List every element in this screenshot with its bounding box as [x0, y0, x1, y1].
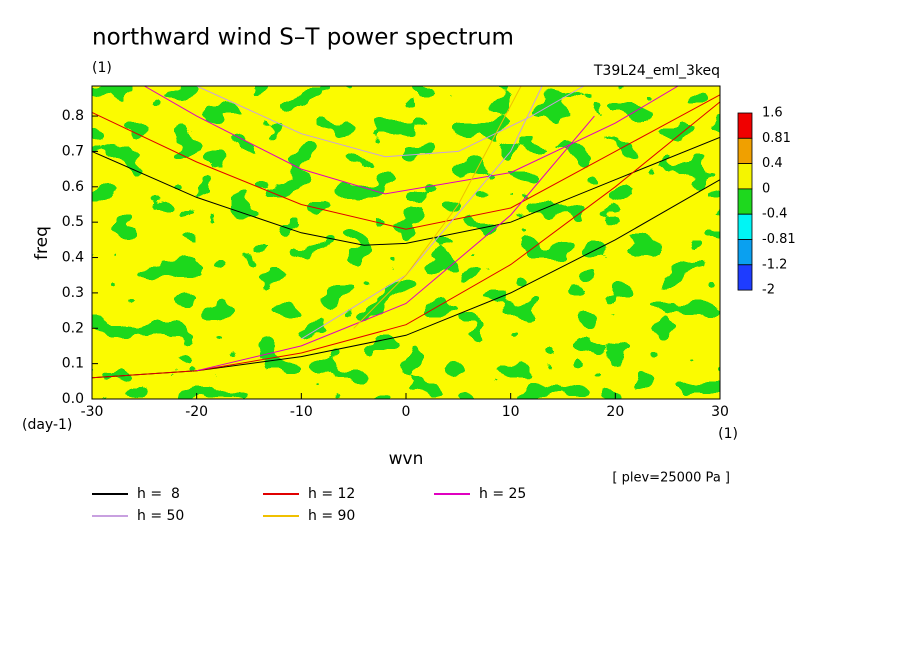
dispersion-curves	[92, 86, 720, 379]
legend-label: h = 12	[308, 486, 355, 502]
y-tick-label: 0.7	[62, 143, 84, 159]
y-axis-label: freq	[32, 226, 52, 260]
x-tick-label: -10	[290, 404, 313, 420]
x-axis-label: wvn	[389, 449, 424, 469]
dispersion-line	[301, 86, 543, 340]
note: [ plev=25000 Pa ]	[612, 471, 730, 486]
y-axis-unit: (day-1)	[22, 417, 72, 433]
legend-label: h = 90	[308, 508, 355, 524]
subtitle: (1)	[92, 60, 112, 76]
colorbar-box	[737, 163, 753, 190]
colorbar-label: 0.81	[762, 131, 791, 146]
dispersion-line	[353, 86, 522, 329]
y-tick-label: 0.5	[62, 214, 84, 230]
colorbar-label: -0.81	[762, 232, 796, 247]
legend-label: h = 50	[137, 508, 184, 524]
dispersion-line	[196, 86, 585, 158]
colorbar-box	[737, 188, 753, 215]
run-label: T39L24_eml_3keq	[593, 63, 720, 79]
colorbar-box	[737, 239, 753, 266]
y-tick-label: 0.6	[62, 179, 84, 195]
x-tick-label: 10	[502, 404, 520, 420]
chart-title: northward wind S–T power spectrum	[92, 25, 514, 51]
dispersion-line	[92, 136, 720, 246]
colorbar-box	[737, 213, 753, 240]
x-tick-label: 30	[711, 404, 729, 420]
colorbar-label: 1.6	[762, 106, 783, 121]
colorbar-box	[737, 112, 753, 139]
y-tick-label: 0.3	[62, 285, 84, 301]
x-axis-unit: (1)	[718, 426, 738, 442]
spectrum-field	[92, 86, 720, 399]
colorbar-box	[737, 137, 753, 165]
y-tick-label: 0.8	[62, 108, 84, 124]
x-tick-label: -30	[81, 404, 104, 420]
dispersion-line	[196, 115, 595, 372]
y-tick-label: 0.1	[62, 356, 84, 372]
colorbar-box	[737, 264, 753, 291]
colorbar-label: -2	[762, 283, 775, 298]
x-tick-label: 20	[606, 404, 624, 420]
legend-label: h = 25	[479, 486, 526, 502]
dispersion-line	[92, 94, 720, 230]
y-tick-label: 0.4	[62, 250, 84, 266]
colorbar-label: -0.4	[762, 207, 787, 222]
x-tick-label: -20	[185, 404, 208, 420]
legend-label: h = 8	[137, 486, 180, 502]
dispersion-line	[144, 86, 679, 195]
colorbar-label: 0	[762, 181, 770, 196]
y-tick-label: 0.2	[62, 320, 84, 336]
x-tick-label: 0	[402, 404, 411, 420]
y-tick-label: 0.0	[62, 391, 84, 407]
colorbar-label: -1.2	[762, 257, 787, 272]
colorbar-label: 0.4	[762, 156, 783, 171]
